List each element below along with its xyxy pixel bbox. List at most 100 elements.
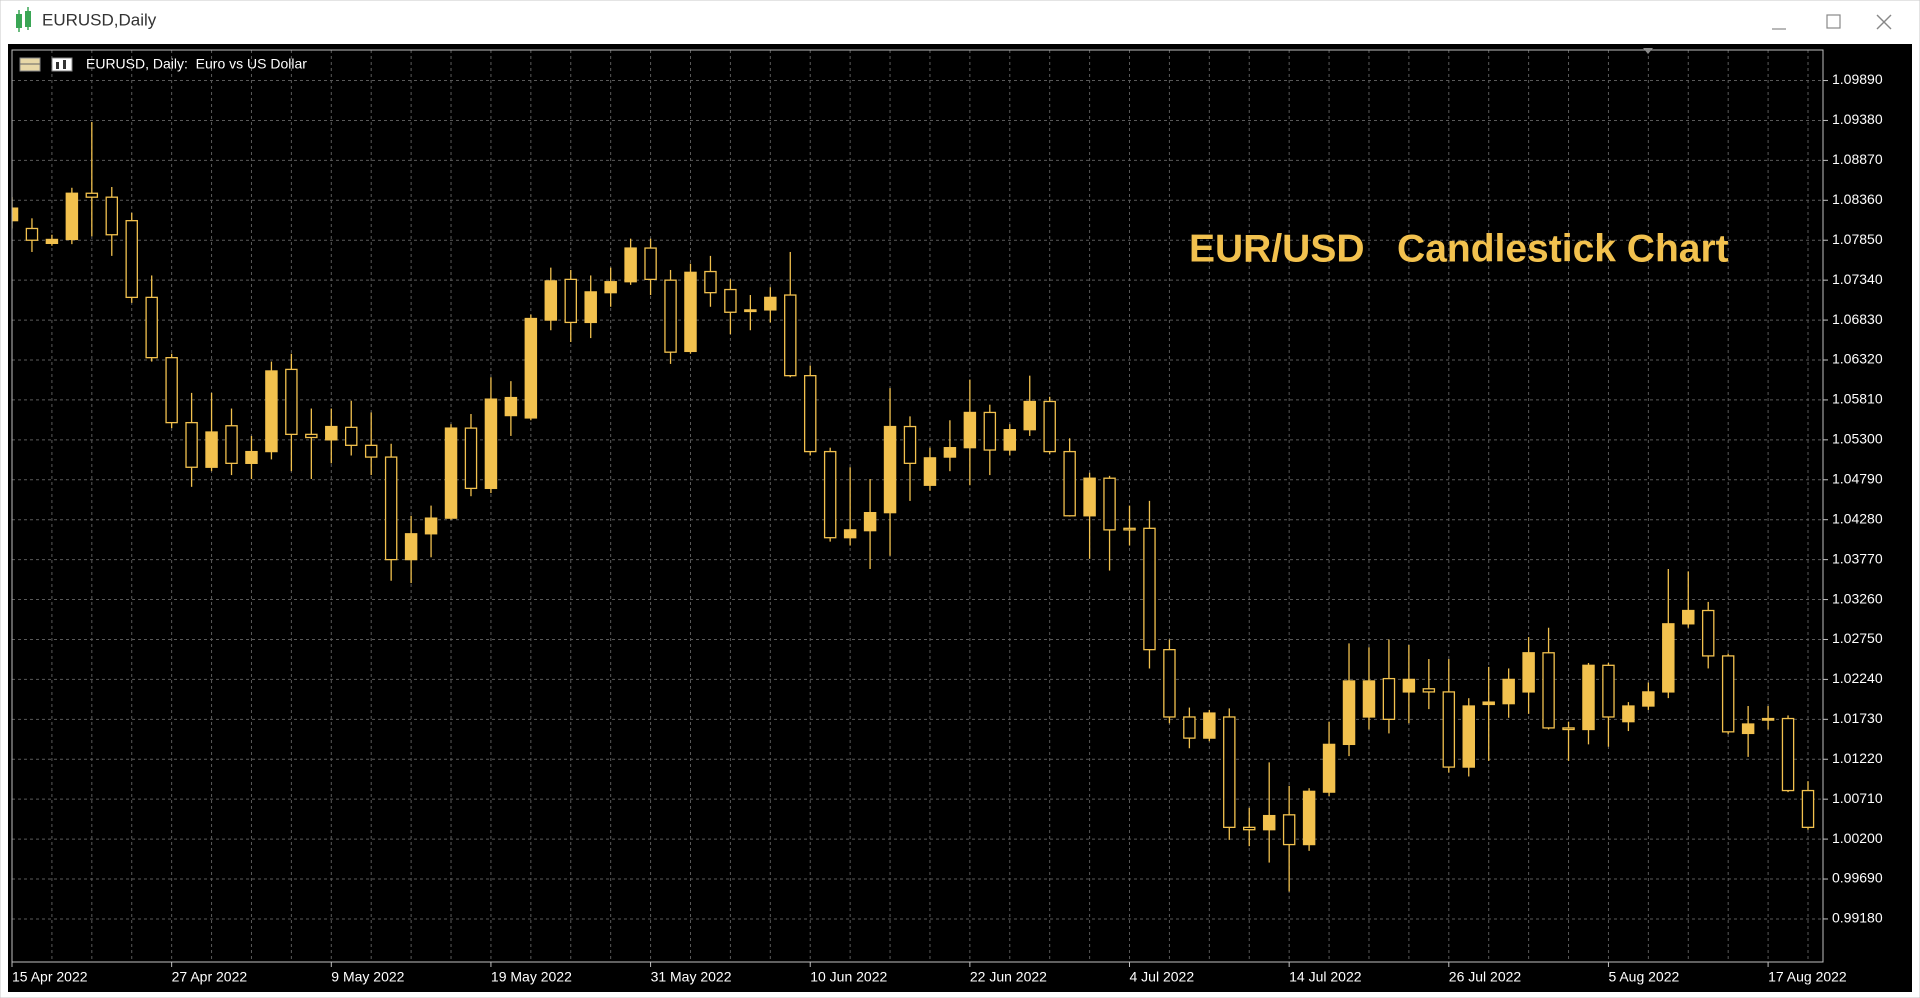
candle-body [1003,429,1017,451]
candle-body [1701,609,1715,657]
x-tick-label: 15 Apr 2022 [12,969,88,985]
candle-body [1262,814,1276,831]
candle-body [1402,678,1416,693]
candle-body [1143,527,1156,651]
y-tick-label: 1.03260 [1832,590,1883,606]
y-tick-label: 1.05300 [1832,431,1883,447]
candle-body [145,296,158,359]
chart-subtitle: EURUSD, Daily: Euro vs US Dollar [86,56,307,72]
candle-body [1362,680,1376,718]
x-tick-label: 10 Jun 2022 [810,969,887,985]
candle-body [963,411,977,449]
candle-body [85,192,99,198]
candle-body [185,421,198,468]
candle-body [1302,790,1316,846]
candle-body [644,247,657,281]
candle-body [584,291,597,324]
candle-body [1183,716,1196,739]
candle-body [1542,652,1555,729]
y-tick-label: 1.07850 [1832,231,1883,247]
candle-body [803,375,817,453]
candle-body [724,288,737,313]
candle-body [384,456,398,561]
candle-body [1442,691,1456,768]
x-tick-label: 22 Jun 2022 [970,969,1047,985]
candle-body [464,427,478,490]
window-title: EURUSD,Daily [42,10,157,29]
candle-body [1203,712,1216,739]
candle-body [325,425,338,441]
candle-body [863,512,877,532]
candle-body [1602,664,1615,718]
y-tick-label: 1.03770 [1832,550,1883,566]
close-button[interactable] [1876,14,1892,30]
maximize-button[interactable] [1826,14,1841,29]
candle-body [165,357,178,424]
candle-body [424,517,438,535]
candle-body [305,433,318,439]
candle-body [544,280,558,321]
y-tick-label: 1.02240 [1832,670,1883,686]
candle-body [1023,400,1036,431]
candle-body [883,425,897,514]
y-tick-label: 1.05810 [1832,391,1883,407]
y-tick-label: 1.09890 [1832,71,1883,87]
candle-body [1342,680,1356,746]
candle-body [1382,677,1396,720]
x-tick-label: 26 Jul 2022 [1449,969,1522,985]
candle-body [564,278,577,324]
chart-title: EUR/USD Candlestick Chart [1189,227,1729,270]
candle-body [1761,717,1775,721]
y-tick-label: 0.99690 [1832,870,1883,886]
y-tick-label: 1.06320 [1832,351,1883,367]
candle-body [983,411,997,451]
grid [11,50,1823,962]
candle-body [45,238,59,245]
x-tick-label: 4 Jul 2022 [1130,969,1195,985]
candle-body [1741,723,1755,735]
candle-body [923,457,937,486]
candle-body [225,425,238,464]
y-tick-label: 1.02750 [1832,630,1883,646]
x-tick-label: 27 Apr 2022 [172,969,248,985]
candle-body [1522,652,1535,693]
candle-body [125,220,138,299]
y-tick-label: 1.06830 [1832,311,1883,327]
candle-body [1781,717,1795,792]
candle-body [843,529,857,539]
x-tick-label: 5 Aug 2022 [1608,969,1679,985]
y-tick-label: 1.08360 [1832,191,1883,207]
plot-frame [11,49,1824,963]
candle-body [404,533,418,561]
candle-body [265,370,278,453]
candle-body [504,396,518,417]
candle-body [1642,691,1655,707]
candle-body [1682,609,1695,625]
candle-body [903,425,917,464]
candle-body [1103,477,1116,531]
candle-body [604,281,617,294]
candles [12,122,1815,892]
candle-body [684,271,697,353]
x-tick-label: 9 May 2022 [331,969,404,985]
candle-body [484,398,498,490]
chart-icons [19,57,73,72]
candle-body [1083,477,1096,517]
candle-body [245,450,258,464]
candle-body [1282,814,1296,846]
candle-body [1123,527,1136,531]
candle-body [744,309,757,313]
candle-body [1662,623,1675,693]
y-tick-label: 1.00200 [1832,830,1883,846]
candle-body [1801,789,1815,829]
candle-body [1582,664,1595,731]
candle-body [345,426,358,446]
shift-marker [1643,48,1653,54]
candle-body [1163,648,1176,718]
candle-body [1502,678,1515,705]
candle-body [704,270,717,294]
app-icon [16,7,31,32]
candle-body [1462,705,1475,768]
